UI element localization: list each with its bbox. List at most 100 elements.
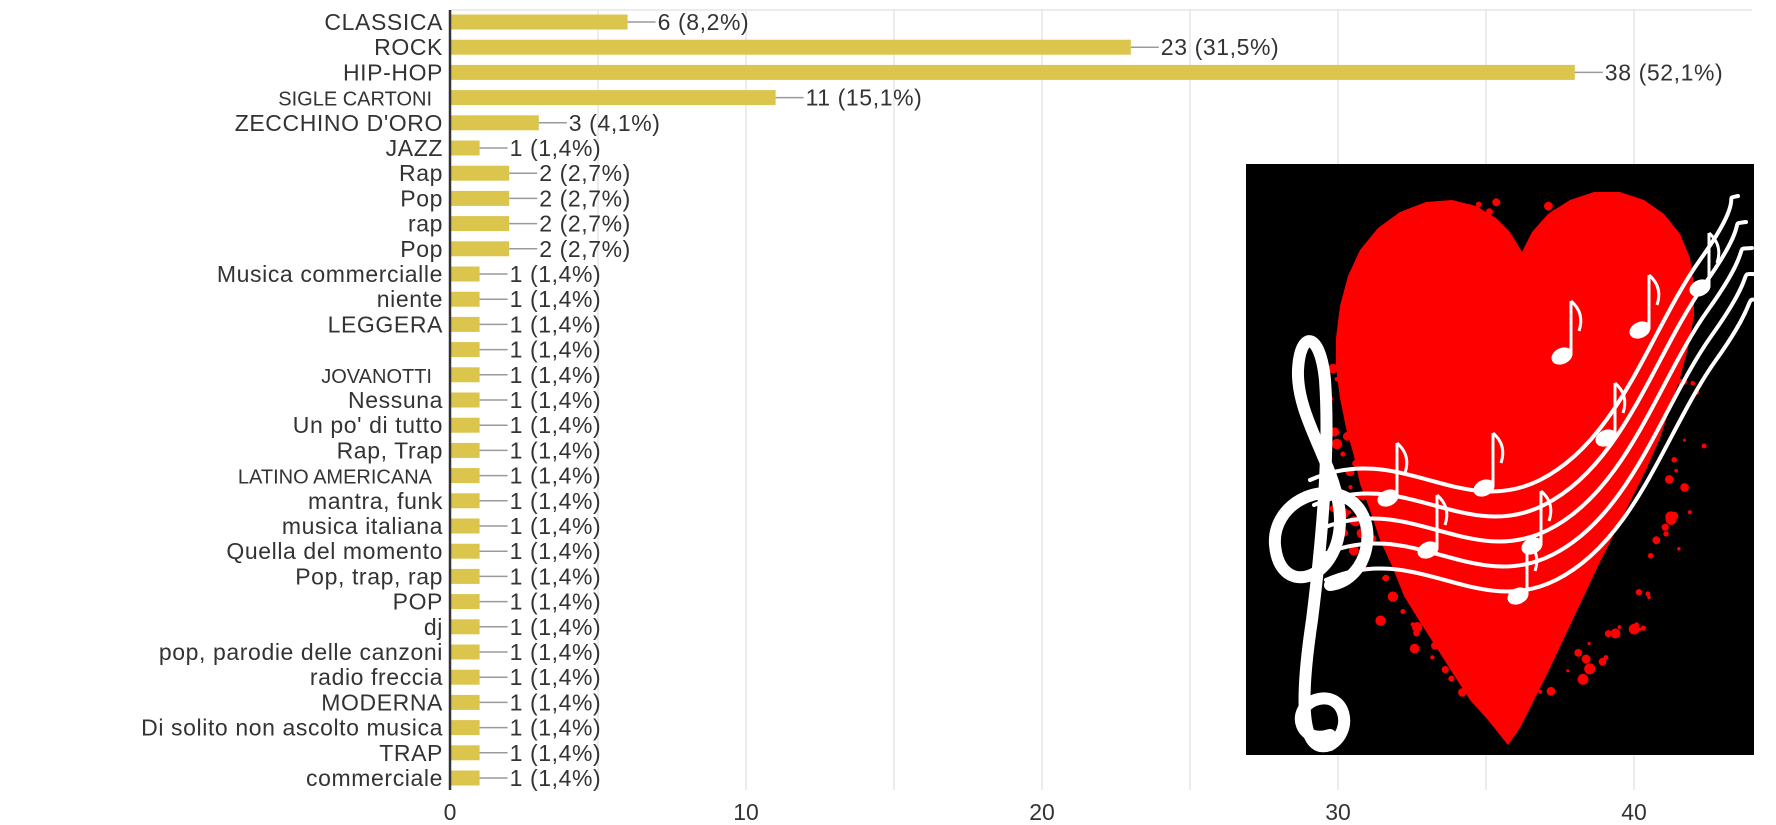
category-label: commerciale xyxy=(306,765,443,791)
note-flag xyxy=(1491,431,1505,464)
data-label: 1 (1,4%) xyxy=(510,387,602,413)
data-label: 1 (1,4%) xyxy=(510,715,602,741)
bar xyxy=(450,266,480,282)
category-label: Pop xyxy=(400,236,443,262)
speckle xyxy=(1428,221,1433,227)
speckle xyxy=(1617,625,1622,629)
speckle xyxy=(1421,209,1430,218)
speckle xyxy=(1665,511,1677,523)
speckle xyxy=(1348,545,1359,556)
speckle xyxy=(1350,355,1357,362)
speckle xyxy=(1486,696,1498,708)
speckle xyxy=(1328,363,1338,374)
category-label: LATINO AMERICANA xyxy=(238,467,433,489)
speckle xyxy=(1369,355,1376,362)
data-label: 1 (1,4%) xyxy=(510,689,602,715)
bar xyxy=(450,468,480,484)
speckle xyxy=(1661,523,1669,531)
speckle xyxy=(1378,279,1387,288)
category-label: CLASSICA xyxy=(324,9,443,35)
speckle xyxy=(1492,666,1499,672)
category-label: mantra, funk xyxy=(308,488,443,514)
heart-shape xyxy=(1336,192,1694,745)
bar xyxy=(450,493,480,509)
x-tick-label: 30 xyxy=(1325,799,1351,825)
data-label: 1 (1,4%) xyxy=(510,488,602,514)
speckle xyxy=(1469,211,1476,218)
bar xyxy=(450,694,480,710)
speckle xyxy=(1387,591,1399,602)
speckle xyxy=(1441,666,1449,674)
speckle xyxy=(1690,380,1696,386)
speckle xyxy=(1362,309,1366,313)
bar xyxy=(450,417,480,433)
speckle xyxy=(1430,655,1435,660)
data-label: 11 (15,1%) xyxy=(806,85,923,111)
data-label: 1 (1,4%) xyxy=(510,362,602,388)
speckle xyxy=(1664,352,1674,361)
note-head xyxy=(1629,321,1651,339)
speckle xyxy=(1352,550,1357,555)
category-label: POP xyxy=(393,589,443,615)
bar xyxy=(450,316,480,332)
speckle xyxy=(1382,290,1391,299)
speckle xyxy=(1342,431,1352,441)
speckle xyxy=(1400,609,1406,614)
speckle xyxy=(1415,222,1425,232)
speckle xyxy=(1538,689,1543,694)
speckle xyxy=(1360,336,1370,346)
bar xyxy=(450,543,480,559)
category-label: radio freccia xyxy=(310,664,443,690)
speckle xyxy=(1431,641,1439,650)
speckle xyxy=(1438,213,1445,221)
speckle xyxy=(1359,445,1367,453)
note-flag xyxy=(1435,493,1449,526)
data-labels: 6 (8,2%) 23 (31,5%) 38 (52,1%) 11 (15,1%) 3 … xyxy=(510,9,1723,791)
speckle xyxy=(1458,688,1467,697)
speckle xyxy=(1397,257,1408,269)
bar xyxy=(450,90,776,106)
category-label: Quella del momento xyxy=(226,538,443,564)
data-label: 1 (1,4%) xyxy=(510,261,602,287)
category-label: MODERNA xyxy=(321,689,443,715)
category-label: HIP-HOP xyxy=(343,59,443,85)
bar xyxy=(450,619,480,635)
speckle xyxy=(1604,630,1612,638)
bar xyxy=(450,216,510,232)
speckle xyxy=(1546,686,1556,696)
speckle xyxy=(1409,643,1420,654)
speckle xyxy=(1411,233,1422,243)
data-label: 2 (2,7%) xyxy=(539,160,631,186)
bar xyxy=(450,64,1575,80)
speckle xyxy=(1521,674,1531,684)
bar xyxy=(450,241,510,257)
speckle xyxy=(1406,239,1414,247)
speckle xyxy=(1647,595,1651,599)
speckle xyxy=(1520,690,1526,695)
bar xyxy=(450,594,480,610)
speckle xyxy=(1498,696,1503,701)
x-tick-label: 0 xyxy=(444,799,457,825)
note-flag xyxy=(1707,231,1721,264)
data-label: 3 (4,1%) xyxy=(569,110,661,136)
note-head xyxy=(1689,279,1711,297)
music-notes xyxy=(1377,231,1721,605)
speckle xyxy=(1635,589,1643,596)
speckle xyxy=(1365,314,1377,326)
speckle xyxy=(1680,483,1689,492)
data-label: 2 (2,7%) xyxy=(539,211,631,237)
speckle xyxy=(1348,485,1353,490)
bar xyxy=(450,342,480,358)
speckle xyxy=(1677,546,1681,551)
category-label: LEGGERA xyxy=(328,311,443,337)
data-label: 1 (1,4%) xyxy=(510,311,602,337)
speckle xyxy=(1507,670,1515,678)
speckle xyxy=(1382,574,1390,582)
speckle xyxy=(1701,443,1707,449)
note-head xyxy=(1417,541,1439,559)
speckle xyxy=(1334,377,1339,382)
speckle xyxy=(1628,623,1640,635)
bar xyxy=(450,518,480,534)
category-label: rap xyxy=(408,211,443,237)
speckle xyxy=(1437,204,1444,211)
